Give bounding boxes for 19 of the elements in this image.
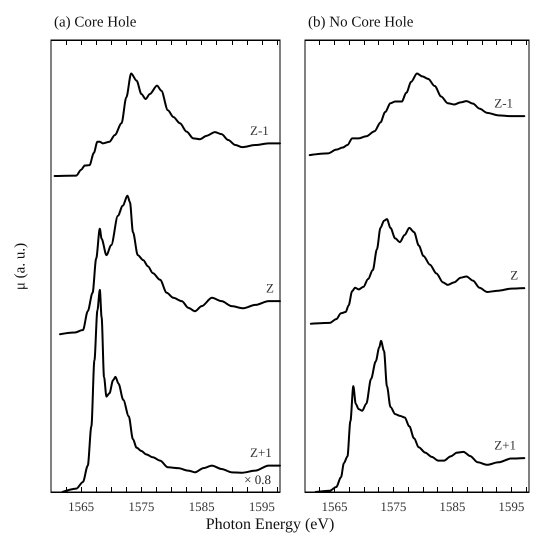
x-tick-label: 1595 bbox=[248, 499, 275, 514]
series-label: Z+1 bbox=[494, 438, 516, 453]
chart-title: (a) Core Hole bbox=[54, 14, 137, 30]
series-label: Z-1 bbox=[494, 96, 514, 111]
series-label: Z+1 bbox=[250, 445, 272, 460]
y-axis-title: μ (a. u.) bbox=[12, 242, 30, 292]
chart-title: (b) No Core Hole bbox=[308, 14, 414, 30]
x-tick-label: 1595 bbox=[498, 499, 524, 514]
x-axis-title: Photon Energy (eV) bbox=[204, 516, 336, 534]
x-tick-label: 1585 bbox=[188, 499, 215, 514]
x-tick-label: 1585 bbox=[439, 499, 466, 514]
x-tick-label: 1575 bbox=[128, 499, 154, 514]
series-label: Z bbox=[510, 268, 518, 283]
annotation: × 0.8 bbox=[244, 472, 272, 487]
x-tick-label: 1565 bbox=[321, 499, 348, 514]
x-tick-label: 1565 bbox=[68, 499, 94, 514]
series-label: Z-1 bbox=[250, 122, 269, 138]
x-tick-label: 1575 bbox=[380, 499, 406, 514]
series-label: Z bbox=[266, 280, 274, 296]
